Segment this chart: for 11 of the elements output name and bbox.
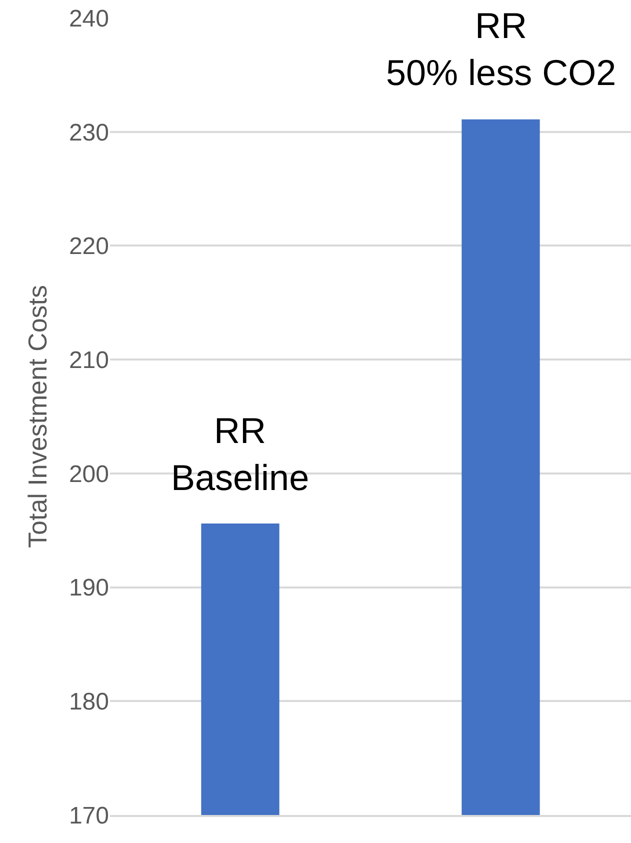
y-tick-label: 190: [68, 574, 109, 602]
y-tick-label: 220: [68, 233, 109, 260]
annotation: RR 50% less CO2: [386, 5, 616, 93]
y-tick-label: 240: [68, 5, 109, 32]
y-tick-label: 180: [68, 688, 109, 716]
annotation: RR Baseline: [171, 410, 310, 498]
y-tick-label: 210: [68, 346, 109, 374]
y-tick-label: 230: [68, 119, 109, 146]
y-axis-title: Total Investment Costs: [22, 285, 52, 548]
y-tick-label: 170: [68, 802, 109, 830]
y-tick-label: 200: [68, 460, 109, 488]
